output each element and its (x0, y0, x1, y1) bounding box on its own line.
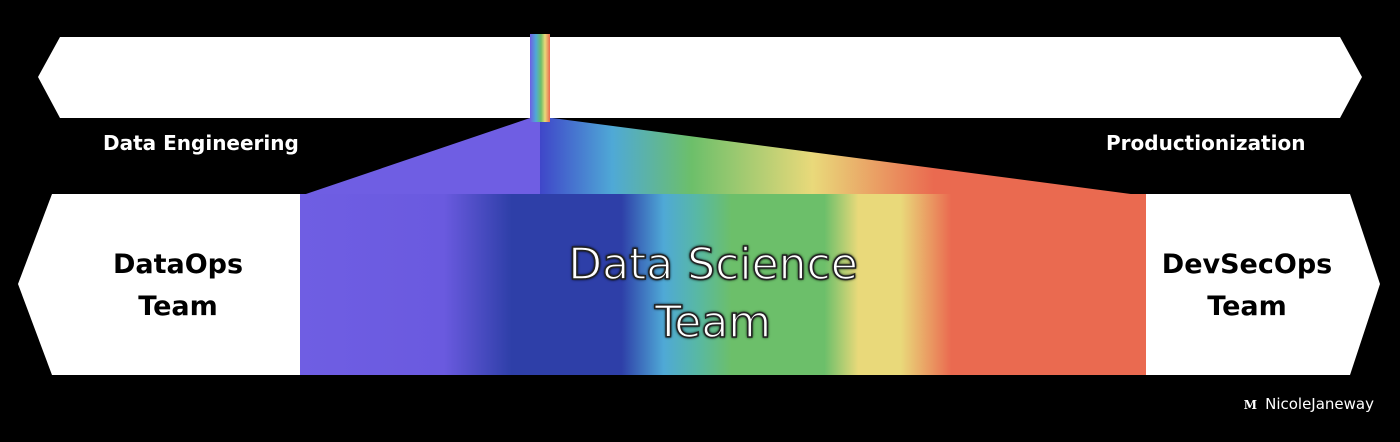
productionization-label: Productionization (1106, 131, 1306, 155)
spectrum-fan-left (300, 118, 540, 196)
author-credit: M NicoleJaneway (1244, 395, 1374, 413)
medium-logo-icon: M (1243, 398, 1258, 412)
data-science-team-line2: Team (654, 296, 772, 349)
devsecops-team-label: DevSecOps Team (1137, 244, 1357, 328)
data-engineering-label: Data Engineering (103, 131, 299, 155)
spectrum-band (300, 194, 1146, 375)
spectrum-stem (530, 34, 550, 122)
devsecops-team-line1: DevSecOps (1161, 249, 1333, 280)
spectrum-fan-right (540, 118, 1146, 196)
data-science-team-label: Data Science Team (500, 236, 926, 352)
dataops-team-label: DataOps Team (68, 244, 288, 328)
dataops-team-line1: DataOps (112, 249, 244, 280)
devsecops-team-arrow (1146, 194, 1380, 375)
dataops-team-line2: Team (138, 291, 218, 322)
dataops-team-arrow (18, 194, 300, 375)
author-name: NicoleJaneway (1265, 395, 1374, 413)
data-science-team-line1: Data Science (567, 238, 858, 291)
devsecops-team-line2: Team (1207, 291, 1287, 322)
top-arrow-bar (38, 37, 1362, 118)
